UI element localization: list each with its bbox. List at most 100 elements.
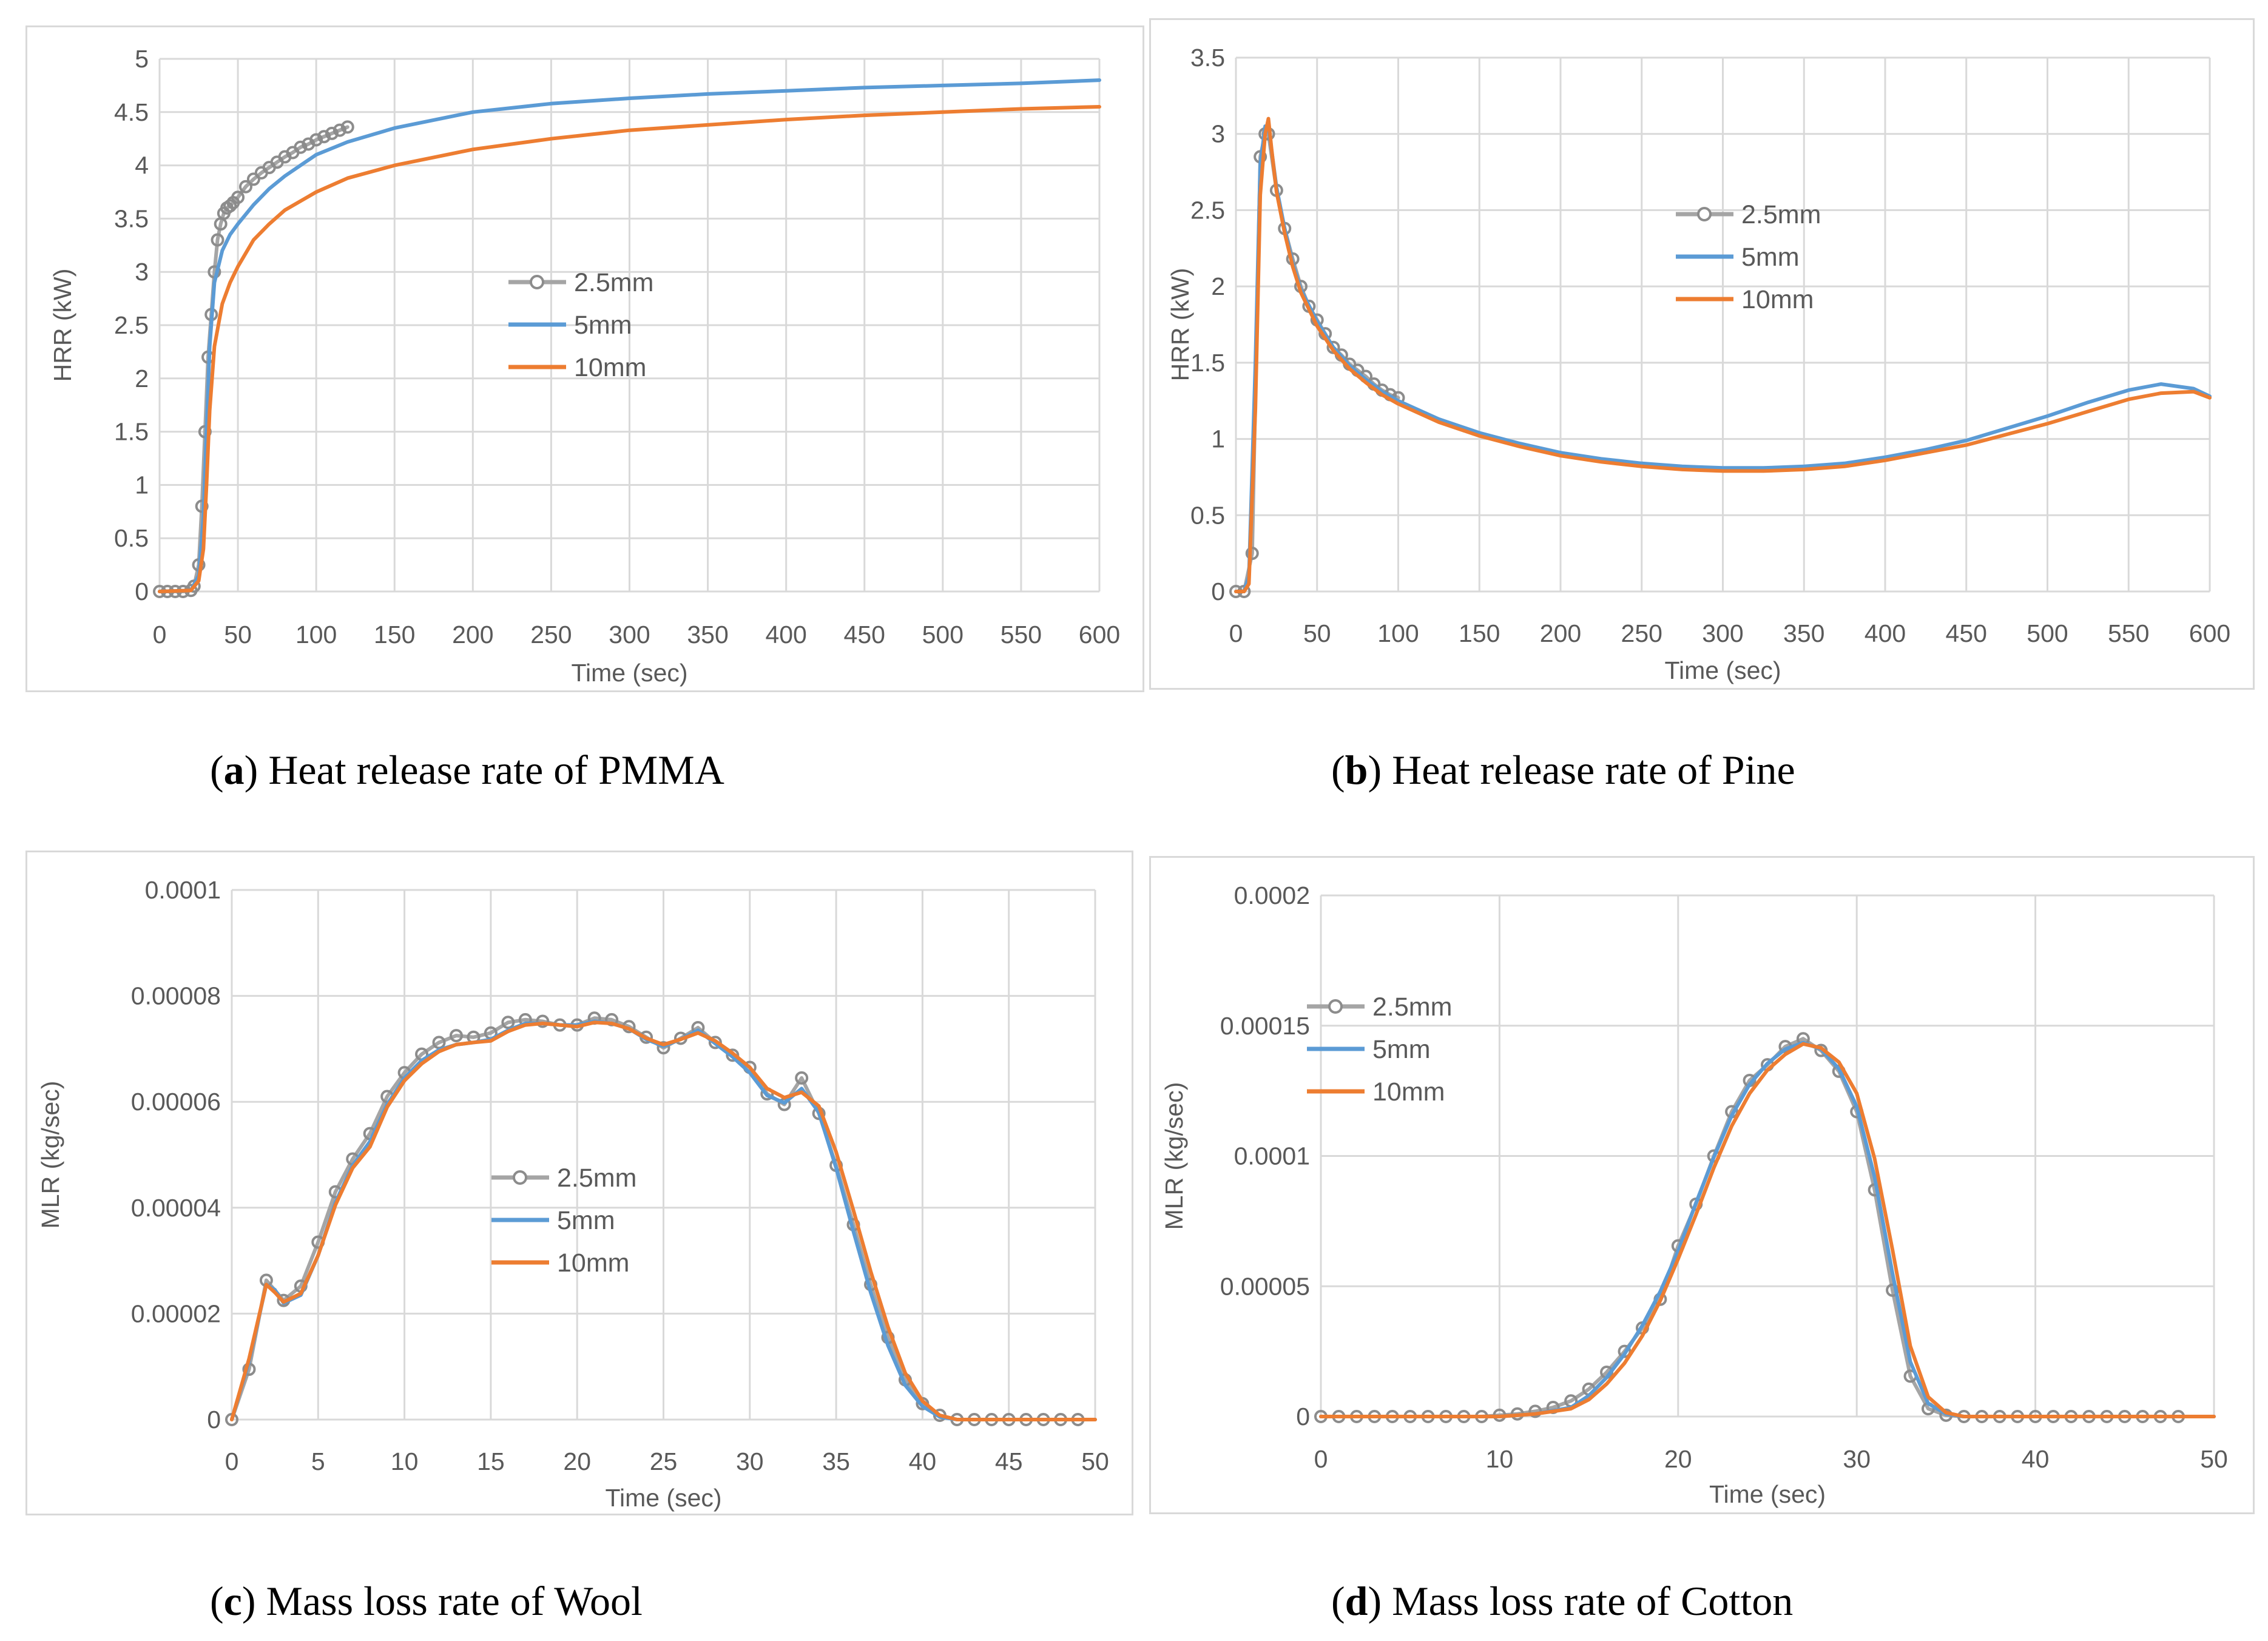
x-tick-label: 250: [530, 621, 572, 649]
series-line: [158, 105, 1101, 593]
data-point: [432, 1036, 446, 1050]
legend-label: 5mm: [557, 1206, 615, 1235]
data-point: [294, 140, 308, 154]
y-axis-label: MLR (kg/sec): [36, 1081, 64, 1229]
y-tick-label: 0.0002: [1234, 881, 1310, 909]
legend-label: 10mm: [557, 1248, 629, 1278]
data-point: [238, 180, 252, 194]
chart-b: 0 0.5 1 1.5 2 2.5 3 3.5 0 50 100 150 200 250 300 350 400…: [1166, 44, 2230, 684]
caption-letter: b: [1345, 747, 1368, 793]
data-point: [1245, 547, 1259, 561]
series-line: [1319, 1042, 2216, 1418]
y-tick-label: 1.5: [1190, 349, 1225, 377]
y-axis-label: HRR (kW): [49, 269, 76, 382]
x-tick-label: 200: [1540, 619, 1581, 647]
x-tick-label: 40: [909, 1447, 937, 1475]
data-point: [501, 1016, 515, 1029]
caption-letter: c: [223, 1578, 242, 1624]
legend: 2.5mm 5mm 10mm: [1676, 200, 1821, 314]
x-tick-label: 10: [391, 1447, 419, 1475]
caption-c: (c) Mass loss rate of Wool: [210, 1578, 643, 1624]
caption-text: Heat release rate of PMMA: [258, 747, 724, 793]
gridlines: [158, 58, 1101, 593]
y-tick-label: 0: [207, 1406, 221, 1434]
legend: 2.5mm 5mm 10mm: [508, 268, 653, 382]
y-tick-label: 2: [1211, 272, 1225, 300]
y-tick-label: 1: [1211, 425, 1225, 453]
series-line: [158, 78, 1101, 593]
x-tick-label: 50: [2200, 1445, 2228, 1473]
data-point: [246, 172, 260, 186]
y-tick-label: 0.00008: [131, 982, 221, 1010]
data-point: [708, 1036, 722, 1050]
series-5mm: [158, 78, 1101, 593]
y-tick-label: 5: [135, 45, 149, 73]
chart-panel-c: 0 0.00002 0.00004 0.00006 0.00008 0.0001 0 5 10 1…: [25, 851, 1133, 1515]
y-tick-label: 0.00005: [1220, 1272, 1310, 1300]
legend-label: 5mm: [574, 311, 632, 340]
x-tick-label: 0: [153, 621, 167, 649]
data-point: [726, 1048, 740, 1062]
series-10mm: [1319, 1042, 2216, 1418]
x-tick-label: 15: [477, 1447, 505, 1475]
x-tick-label: 30: [736, 1447, 764, 1475]
series-line: [1319, 1040, 2216, 1418]
gridlines: [1320, 894, 2215, 1418]
y-tick-label: 1.5: [114, 418, 149, 446]
y-tick-label: 4: [135, 152, 149, 180]
legend-label: 10mm: [574, 353, 646, 382]
legend-label: 5mm: [1372, 1035, 1431, 1064]
series-2.5mm: [225, 1011, 1085, 1426]
y-tick-label: 2: [135, 365, 149, 393]
data-point: [1886, 1283, 1900, 1297]
chart-panel-a: 0 0.5 1 1.5 2 2.5 3 3.5 4 4.5 5 0 50 100 150 200 250 300 3…: [25, 25, 1144, 692]
x-tick-label: 0: [225, 1447, 239, 1475]
y-tick-label: 0: [1211, 578, 1225, 605]
y-tick-label: 0.00006: [131, 1088, 221, 1116]
x-tick-label: 600: [2189, 619, 2230, 647]
series-10mm: [1234, 116, 2212, 593]
chart-panel-d: 0 0.00005 0.0001 0.00015 0.0002 0 10 20 30 40 50 Ti…: [1149, 856, 2255, 1514]
x-tick-label: 35: [822, 1447, 850, 1475]
x-tick-label: 100: [295, 621, 337, 649]
x-tick-label: 100: [1377, 619, 1419, 647]
data-point: [325, 126, 339, 140]
data-point: [317, 130, 331, 144]
x-tick-label: 0: [1229, 619, 1243, 647]
x-tick-label: 200: [452, 621, 493, 649]
y-tick-label: 3: [135, 258, 149, 286]
series-line: [1234, 116, 2212, 593]
data-point: [309, 133, 323, 147]
x-tick-label: 450: [1946, 619, 1987, 647]
caption-text: Mass loss rate of Cotton: [1382, 1578, 1794, 1624]
x-tick-label: 5: [311, 1447, 325, 1475]
legend-label: 10mm: [1741, 285, 1814, 314]
caption-d: (d) Mass loss rate of Cotton: [1331, 1578, 1794, 1624]
y-tick-label: 0: [1296, 1403, 1310, 1430]
y-axis-label: MLR (kg/sec): [1160, 1082, 1188, 1230]
data-point: [795, 1071, 809, 1085]
y-tick-label: 0.5: [114, 524, 149, 552]
y-tick-label: 3: [1211, 120, 1225, 148]
x-tick-label: 20: [1664, 1445, 1692, 1473]
x-tick-label: 25: [650, 1447, 678, 1475]
gridlines: [1235, 56, 2211, 593]
y-tick-label: 1: [135, 471, 149, 499]
data-point: [536, 1014, 550, 1028]
y-tick-label: 4.5: [114, 98, 149, 126]
y-tick-label: 0.5: [1190, 501, 1225, 529]
legend-marker: [530, 275, 544, 289]
data-point: [231, 190, 245, 204]
caption-letter: d: [1345, 1578, 1368, 1624]
x-tick-label: 300: [1702, 619, 1743, 647]
series-2.5mm: [153, 120, 354, 598]
x-tick-label: 350: [1783, 619, 1824, 647]
series-5mm: [1319, 1040, 2216, 1418]
x-tick-label: 400: [765, 621, 806, 649]
legend-marker: [513, 1170, 527, 1185]
legend-marker: [1697, 207, 1712, 221]
series-10mm: [230, 1020, 1097, 1421]
x-axis-label: Time (sec): [571, 659, 687, 687]
x-tick-label: 50: [1081, 1447, 1109, 1475]
x-tick-label: 600: [1079, 621, 1120, 649]
